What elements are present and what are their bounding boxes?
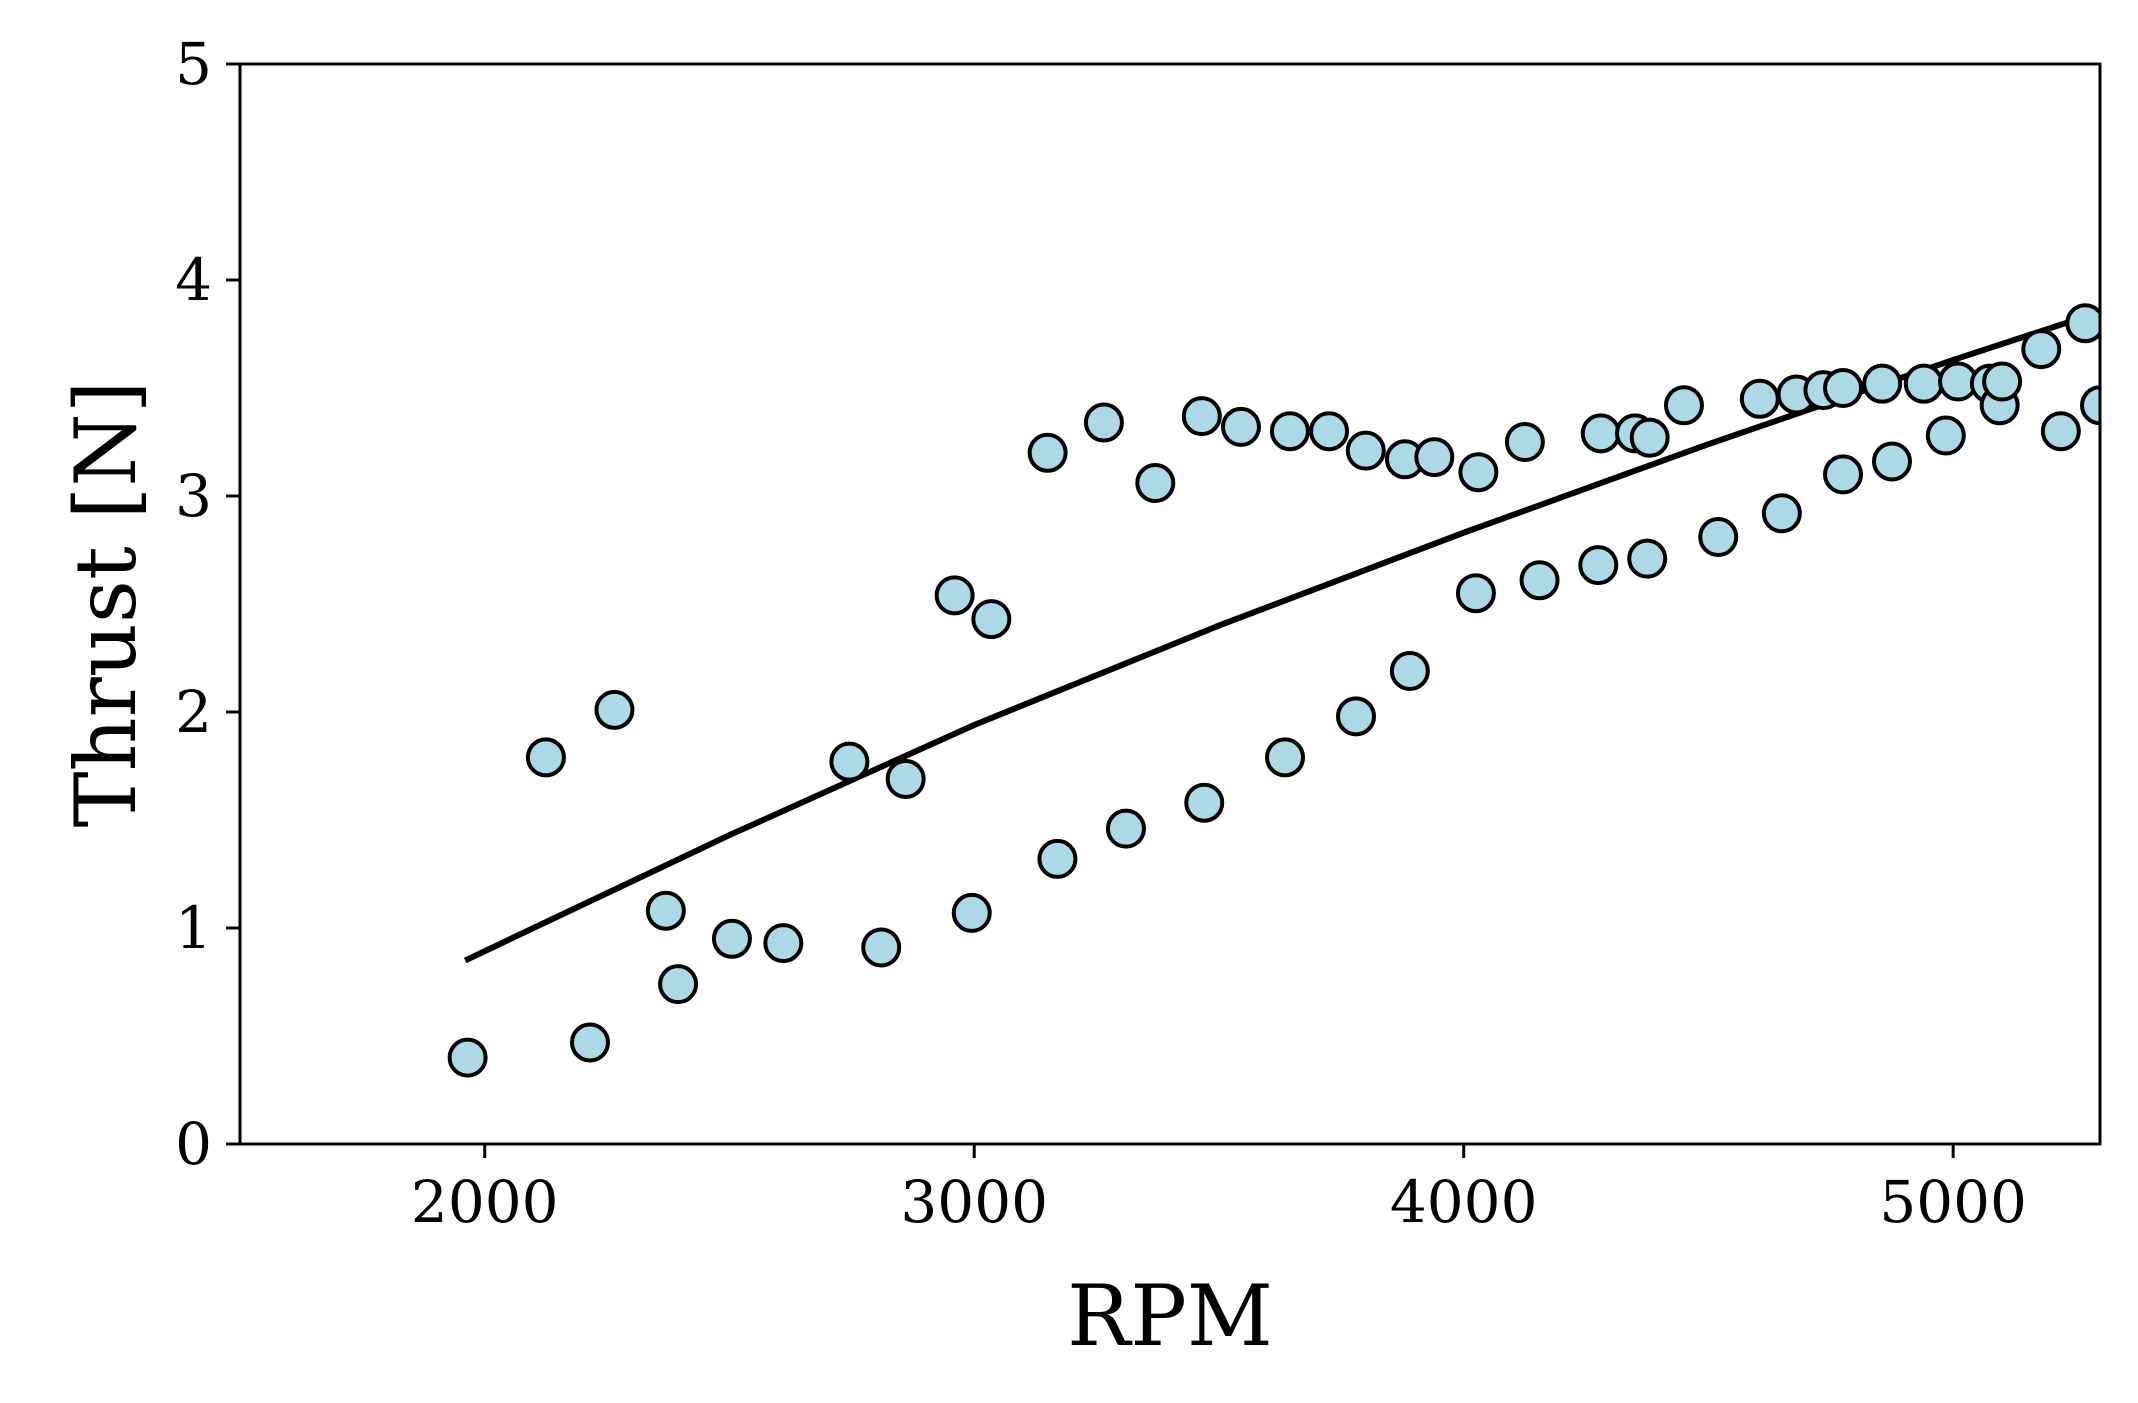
data-point xyxy=(1037,838,1078,879)
data-point xyxy=(971,599,1012,640)
data-point xyxy=(1105,808,1146,849)
data-point xyxy=(951,892,992,933)
x-tick-label: 4000 xyxy=(1390,1168,1538,1236)
y-tick-label: 5 xyxy=(175,30,212,98)
data-point xyxy=(763,923,804,964)
data-point xyxy=(1925,415,1966,456)
data-point xyxy=(1345,430,1386,471)
data-point xyxy=(829,741,870,782)
data-point xyxy=(1336,696,1376,737)
data-point xyxy=(2065,303,2100,344)
data-point xyxy=(1982,361,2023,402)
data-point xyxy=(1823,454,1864,495)
data-point xyxy=(1220,406,1261,447)
y-tick-label: 3 xyxy=(175,462,212,530)
data-point xyxy=(1698,517,1739,558)
data-point xyxy=(1871,441,1912,482)
y-tick-label: 4 xyxy=(175,246,212,314)
data-point xyxy=(1455,573,1496,614)
plot-area xyxy=(447,303,2100,1078)
data-point xyxy=(525,737,566,778)
data-point xyxy=(594,689,635,730)
x-tick-label: 3000 xyxy=(900,1168,1048,1236)
data-point xyxy=(1184,782,1225,823)
plot-content xyxy=(447,303,2100,1078)
x-tick-label: 2000 xyxy=(411,1168,559,1236)
data-point xyxy=(2040,411,2081,452)
data-point xyxy=(2021,329,2062,370)
data-point xyxy=(1309,411,1350,452)
data-point xyxy=(861,927,902,968)
data-point xyxy=(1083,402,1124,443)
data-point xyxy=(1862,363,1903,404)
plot-frame xyxy=(238,62,2102,1146)
data-point xyxy=(1663,385,1704,426)
data-point xyxy=(1823,368,1864,408)
data-point xyxy=(1389,650,1430,691)
data-point xyxy=(934,575,975,616)
data-point xyxy=(1181,396,1222,437)
data-point xyxy=(1458,452,1499,493)
x-axis-title: RPM xyxy=(1067,1267,1273,1365)
data-point xyxy=(1519,560,1560,601)
y-tick-label: 2 xyxy=(175,678,212,746)
y-tick-label: 1 xyxy=(175,894,212,962)
data-point xyxy=(658,964,699,1005)
data-point xyxy=(569,1022,610,1063)
data-point xyxy=(1578,545,1619,586)
data-point xyxy=(1903,363,1944,404)
data-point xyxy=(1627,538,1668,579)
data-point xyxy=(1739,378,1780,419)
x-tick-label: 5000 xyxy=(1879,1168,2027,1236)
y-tick-label: 0 xyxy=(175,1110,212,1178)
data-point xyxy=(1027,432,1068,473)
data-point xyxy=(1414,437,1455,478)
data-point xyxy=(1504,422,1545,462)
y-axis-title: Thrust [N] xyxy=(57,381,155,828)
axis-ticks: 2000 3000 4000 5000 0 1 2 3 4 5 xyxy=(175,30,2027,1236)
data-point xyxy=(1269,411,1310,452)
data-point xyxy=(447,1037,488,1078)
data-point xyxy=(1761,493,1802,534)
data-point xyxy=(711,918,752,959)
data-point xyxy=(1629,417,1670,458)
fit-line xyxy=(463,313,2087,964)
data-point xyxy=(2080,385,2100,426)
data-point xyxy=(1135,463,1176,504)
data-point xyxy=(1580,413,1621,454)
data-point xyxy=(1265,737,1306,778)
data-point xyxy=(885,758,926,799)
data-point xyxy=(645,890,686,931)
